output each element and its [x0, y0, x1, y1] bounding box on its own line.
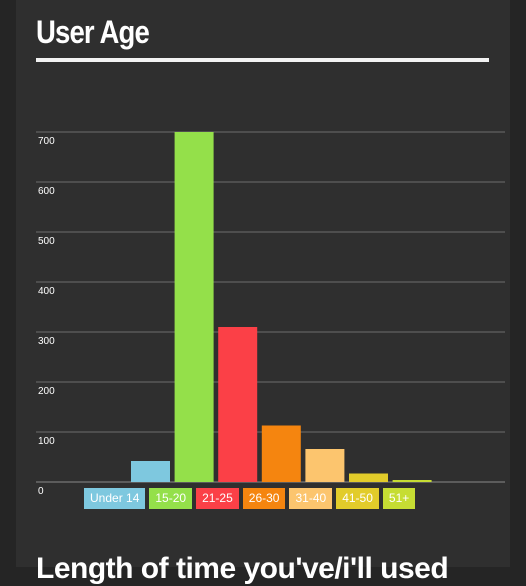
bar-51- — [392, 480, 432, 482]
y-tick-label: 600 — [38, 186, 55, 197]
next-section-title: Length of time you've/i'll used — [36, 552, 449, 585]
content-panel: User Age 0 100 200 300 400 500 600 700 Under 14… — [16, 0, 510, 585]
bar-under-14 — [131, 461, 170, 482]
legend-item: 31-40 — [289, 488, 333, 509]
y-tick-label: 400 — [38, 286, 55, 297]
y-tick-label: 700 — [38, 136, 55, 147]
chart-legend: Under 14 15-20 21-25 26-30 31-40 41-50 51+ — [84, 488, 416, 509]
y-tick-label: 200 — [38, 386, 55, 397]
bar-31-40 — [305, 449, 345, 482]
y-axis-ticks: 0 100 200 300 400 500 600 700 — [38, 136, 55, 497]
y-tick-label: 300 — [38, 336, 55, 347]
user-age-chart: 0 100 200 300 400 500 600 700 — [36, 131, 505, 497]
bar-21-25 — [218, 327, 258, 482]
legend-item: 15-20 — [149, 488, 193, 509]
legend-item: Under 14 — [84, 488, 146, 509]
legend-item: 21-25 — [196, 488, 239, 509]
legend-item: 26-30 — [242, 488, 286, 509]
bars — [131, 132, 432, 482]
y-tick-label: 100 — [38, 436, 55, 447]
bar-41-50 — [349, 473, 388, 482]
title-underline — [36, 58, 489, 62]
y-tick-label: 500 — [38, 236, 55, 247]
y-tick-label: 0 — [38, 486, 44, 497]
bar-15-20 — [174, 132, 214, 482]
page-title: User Age — [36, 14, 150, 50]
legend-item: 41-50 — [336, 488, 379, 509]
bar-26-30 — [261, 425, 301, 482]
legend-item: 51+ — [382, 488, 416, 509]
